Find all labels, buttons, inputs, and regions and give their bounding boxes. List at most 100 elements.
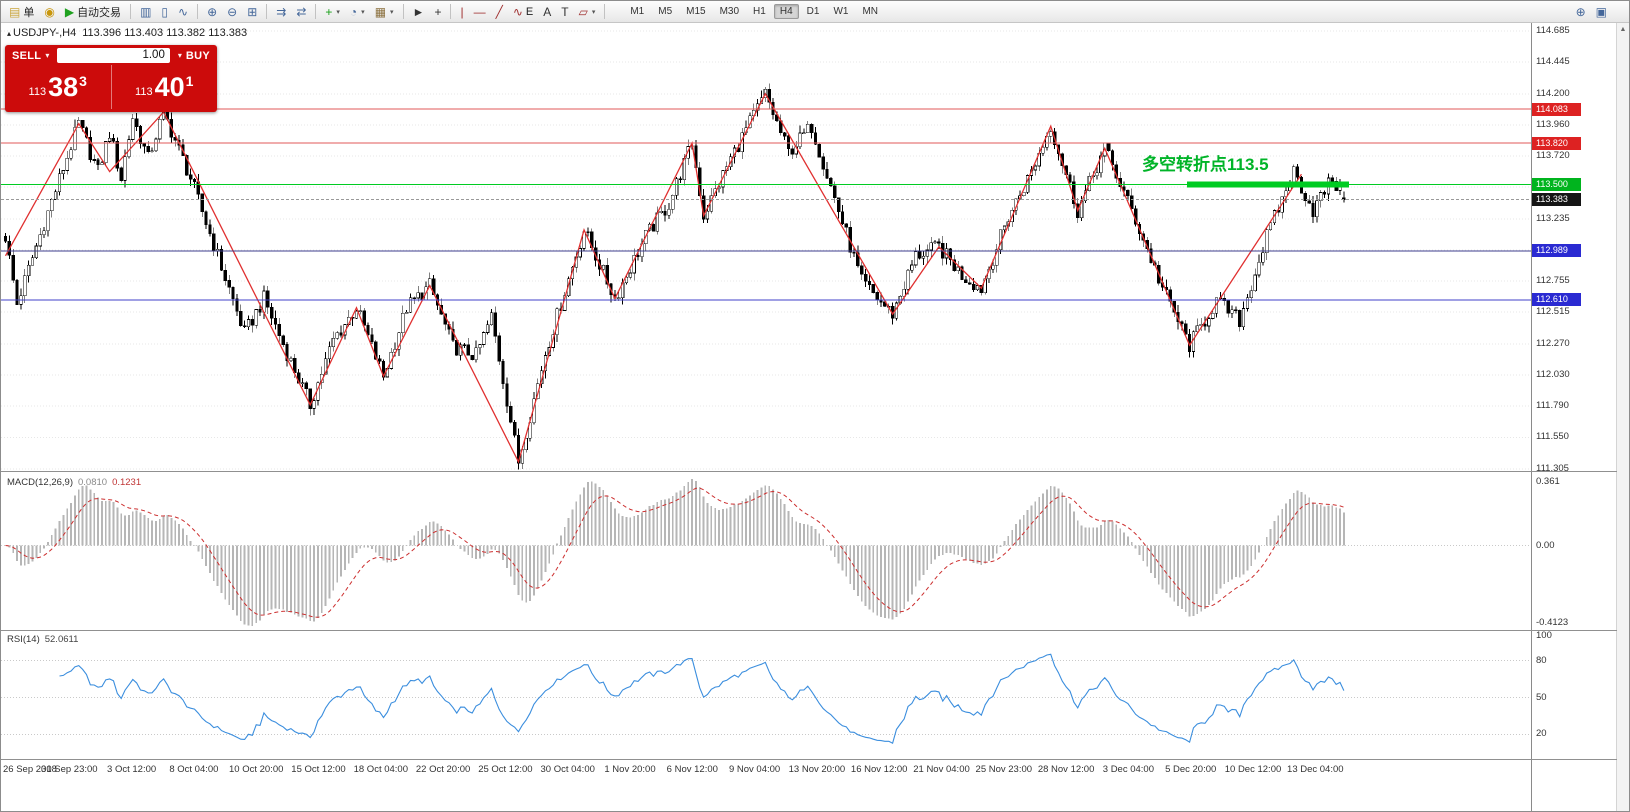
rsi-axis-label: 20: [1536, 728, 1547, 740]
timeframe-w1-button[interactable]: W1: [833, 6, 849, 17]
zoom-out-button[interactable]: ⊖: [222, 2, 242, 21]
sell-label: SELL: [12, 49, 42, 62]
timeframe-m30-button[interactable]: M30: [719, 6, 740, 17]
quick-search-button[interactable]: ⊕: [1571, 2, 1591, 21]
cursor-button[interactable]: ►: [408, 2, 430, 21]
text-label-tool-icon: T: [561, 4, 569, 19]
cursor-icon: ►: [412, 4, 425, 19]
indicators-icon: +: [325, 4, 333, 19]
time-axis-label: 28 Nov 12:00: [1037, 764, 1095, 775]
bid-main: 38: [48, 71, 79, 102]
price-tick-label: 112.030: [1536, 369, 1570, 381]
tile-windows-button[interactable]: ⊞: [242, 2, 262, 21]
price-line-badge: 113.500: [1532, 178, 1581, 192]
chart-symbol-icon: ▴: [7, 29, 12, 38]
scroll-up-icon[interactable]: ▲: [1619, 26, 1627, 33]
buy-label: BUY: [185, 49, 210, 62]
buy-button[interactable]: 113 40 1: [110, 65, 218, 109]
rsi-value: 52.0611: [44, 634, 79, 645]
price-line-badge: 112.610: [1532, 293, 1581, 307]
time-axis-label: 9 Nov 04:00: [728, 764, 781, 775]
shapes-button[interactable]: ▱ ▾: [574, 2, 601, 21]
chevron-down-icon[interactable]: ▾: [177, 51, 182, 60]
time-axis-label: 18 Oct 04:00: [353, 764, 408, 775]
timeframe-h4-button[interactable]: H4: [773, 4, 799, 19]
auto-scroll-button[interactable]: ⇉: [271, 2, 291, 21]
chart-canvas[interactable]: [1, 23, 1531, 783]
price-tick-label: 111.550: [1536, 431, 1569, 443]
wave-tool-label: E: [525, 5, 534, 18]
candlestick-chart-icon: ▯: [161, 4, 169, 19]
timeframe-mn-button[interactable]: MN: [862, 6, 878, 17]
timeframe-m15-button[interactable]: M15: [686, 6, 706, 17]
chart-shift-button[interactable]: ⇄: [291, 2, 311, 21]
price-tick-label: 112.515: [1536, 306, 1570, 318]
timeframe-d1-button[interactable]: D1: [806, 6, 820, 17]
chevron-down-icon[interactable]: ▾: [45, 51, 50, 60]
timeframe-m1-button[interactable]: M1: [630, 6, 645, 17]
new-order-label: 单: [23, 6, 35, 19]
vertical-scrollbar[interactable]: ▲: [1616, 23, 1629, 811]
navigator-button[interactable]: ▣: [1591, 2, 1612, 21]
toolbar-separator: [266, 4, 268, 19]
auto-trading-button[interactable]: ▶ 自动交易: [60, 2, 126, 21]
rsi-label: RSI(14): [7, 634, 40, 645]
periods-button[interactable]: ◔ ▾: [345, 2, 370, 21]
pane-splitter[interactable]: [1, 630, 1617, 631]
crosshair-icon: +: [434, 4, 442, 19]
chevron-down-icon[interactable]: ▾: [361, 8, 365, 16]
tile-windows-icon: ⊞: [247, 4, 258, 19]
timeframe-m5-button[interactable]: M5: [658, 6, 673, 17]
current-price-badge: 113.383: [1532, 193, 1581, 207]
time-axis-label: 15 Oct 12:00: [291, 764, 346, 775]
charts-gallery-icon: ◉: [44, 4, 55, 19]
time-axis-border: [1, 759, 1617, 760]
time-axis-label: 6 Nov 12:00: [666, 764, 718, 775]
trendline-icon: ╱: [495, 4, 503, 19]
text-tool-button[interactable]: A: [538, 2, 556, 21]
trade-panel-top-row: SELL ▾ 1.00 ▾ BUY: [5, 45, 217, 65]
auto-trading-icon: ▶: [64, 4, 75, 19]
toolbar-right-group: ⊕ ▣: [1571, 2, 1612, 21]
chevron-down-icon[interactable]: ▾: [390, 8, 394, 16]
vertical-line-button[interactable]: |: [455, 2, 468, 21]
trendline-button[interactable]: ╱: [491, 2, 508, 21]
wave-tool-button[interactable]: ∿ E: [508, 2, 538, 21]
indicators-button[interactable]: + ▾: [320, 2, 345, 21]
text-label-tool-button[interactable]: T: [556, 2, 573, 21]
time-axis-label: 3 Oct 12:00: [107, 764, 157, 775]
rsi-pane-header: RSI(14) 52.0611: [7, 634, 78, 645]
rsi-axis-label: 100: [1536, 630, 1552, 641]
templates-button[interactable]: ▦ ▾: [370, 2, 399, 21]
chevron-down-icon[interactable]: ▾: [336, 8, 340, 16]
charts-gallery-button[interactable]: ◉: [39, 2, 59, 21]
periods-icon: ◔: [349, 4, 358, 19]
timeframe-h1-button[interactable]: H1: [753, 6, 766, 17]
one-click-trading-panel: SELL ▾ 1.00 ▾ BUY 113 38 3 113 40 1: [5, 45, 217, 112]
time-axis-label: 13 Nov 20:00: [788, 764, 846, 775]
chart-annotation: 多空转折点113.5: [1142, 155, 1269, 174]
price-tick-label: 113.960: [1536, 118, 1570, 130]
ask-prefix: 113: [135, 85, 153, 98]
line-chart-button[interactable]: ∿: [173, 2, 193, 21]
chevron-down-icon[interactable]: ▾: [591, 8, 596, 16]
new-order-button[interactable]: ▤ 单: [4, 2, 39, 21]
time-axis-label: 30 Oct 04:00: [540, 764, 595, 775]
zoom-in-button[interactable]: ⊕: [202, 2, 222, 21]
text-tool-icon: A: [543, 4, 552, 19]
crosshair-button[interactable]: +: [429, 2, 446, 21]
bid-pip: 3: [79, 73, 87, 89]
volume-input[interactable]: 1.00: [57, 48, 170, 63]
sell-button[interactable]: 113 38 3: [5, 65, 111, 109]
candlestick-chart-button[interactable]: ▯: [156, 2, 173, 21]
bar-chart-button[interactable]: ▥: [135, 2, 156, 21]
time-axis-label: 5 Dec 20:00: [1165, 764, 1217, 775]
toolbar-separator: [450, 4, 452, 19]
chart-header: ▴ USDJPY-,H4 113.396 113.403 113.382 113.3…: [7, 27, 247, 39]
pane-splitter[interactable]: [1, 471, 1617, 472]
horizontal-line-button[interactable]: —: [469, 2, 491, 21]
pivot-highlight-segment[interactable]: [1187, 181, 1349, 188]
toolbar-separator: [197, 4, 199, 19]
price-line-badge: 112.989: [1532, 244, 1581, 258]
